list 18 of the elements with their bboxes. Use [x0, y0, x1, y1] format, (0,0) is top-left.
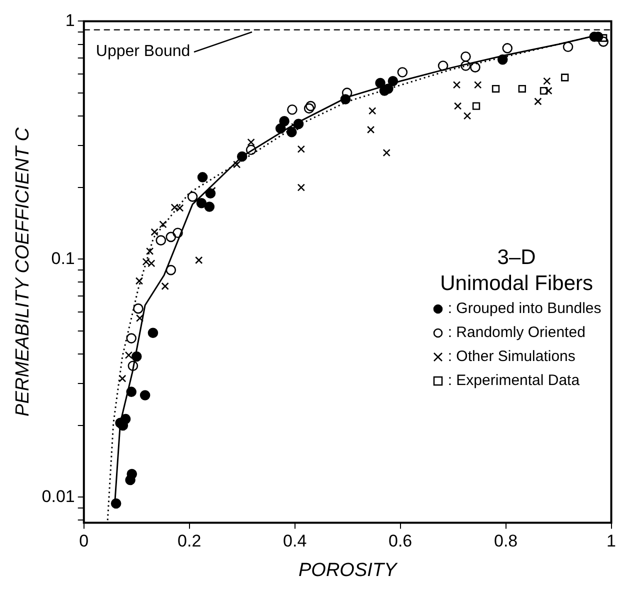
legend-label: : Grouped into Bundles [448, 298, 602, 319]
ref-line-label: Upper Bound [96, 43, 190, 60]
x-tick-label: 0.8 [494, 532, 518, 551]
y-tick-label: 0.01 [42, 486, 75, 506]
annotation: 3–D [496, 244, 537, 271]
x-tick-label: 0.4 [283, 532, 307, 551]
x-tick-label: 1 [606, 532, 616, 551]
legend-label: : Randomly Oriented [448, 322, 586, 343]
y-tick-label: 1 [65, 10, 75, 30]
legend-label: : Experimental Data [448, 370, 580, 391]
x-tick-label: 0.2 [178, 532, 202, 551]
y-axis-title: PERMEABILITY COEFFICIENT C [12, 127, 34, 416]
x-tick-label: 0 [79, 532, 89, 551]
y-tick-label: 0.1 [51, 248, 75, 268]
x-tick-label: 0.6 [388, 532, 412, 551]
legend-title: Unimodal Fibers [439, 270, 594, 297]
legend-label: : Other Simulations [448, 346, 576, 367]
x-axis-title: POROSITY [298, 560, 398, 581]
